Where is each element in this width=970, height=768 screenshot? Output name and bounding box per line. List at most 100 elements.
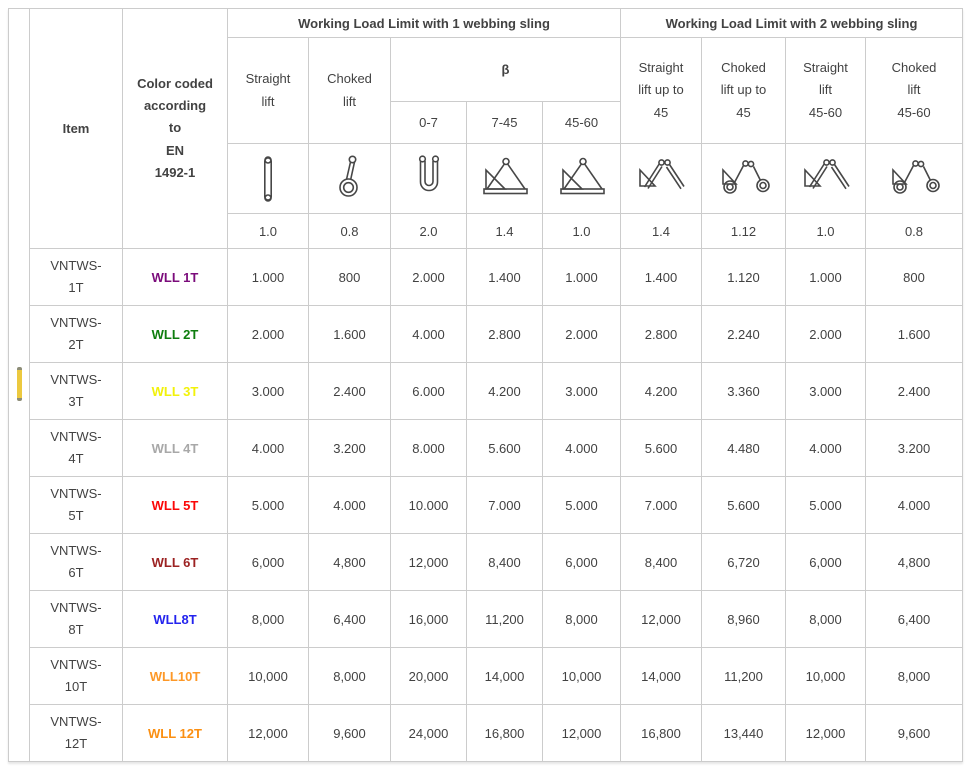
value-cell: 4.000 — [785, 419, 866, 477]
value-cell: 10.000 — [390, 476, 467, 534]
value-cell: 6,400 — [865, 590, 963, 648]
item-cell: VNTWS- 2T — [29, 305, 123, 363]
item-cell: VNTWS- 4T — [29, 419, 123, 477]
table-row: VNTWS- 6T WLL 6T 6,000 4,800 12,000 8,400 6,00… — [9, 533, 963, 591]
wll-color-code: WLL 3T — [122, 362, 228, 420]
value-cell: 4.000 — [308, 476, 391, 534]
table-row: VNTWS- 10T WLL10T 10,000 8,000 20,000 14,000 1… — [9, 647, 963, 705]
value-cell: 12,000 — [227, 704, 309, 762]
value-cell: 1.000 — [227, 248, 309, 306]
choked-up-to-45-header: Choked lift up to 45 — [701, 37, 786, 144]
value-cell: 12,000 — [620, 590, 702, 648]
value-cell: 8,000 — [542, 590, 621, 648]
value-cell: 4,800 — [865, 533, 963, 591]
wll-color-code: WLL 2T — [122, 305, 228, 363]
value-cell: 10,000 — [227, 647, 309, 705]
two-leg-choked-45-60-icon — [892, 159, 940, 194]
wll-color-code: WLL 4T — [122, 419, 228, 477]
straight-up-to-45-header: Straight lift up to 45 — [620, 37, 702, 144]
value-cell: 4,800 — [308, 533, 391, 591]
factor-cell: 1.4 — [466, 213, 543, 249]
item-cell: VNTWS- 5T — [29, 476, 123, 534]
value-cell: 5.600 — [620, 419, 702, 477]
value-cell: 16,800 — [620, 704, 702, 762]
value-cell: 9,600 — [865, 704, 963, 762]
value-cell: 2.400 — [865, 362, 963, 420]
table-row: VNTWS- 4T WLL 4T 4.000 3.200 8.000 5.600 4.000… — [9, 419, 963, 477]
value-cell: 6,000 — [542, 533, 621, 591]
item-cell: VNTWS- 8T — [29, 590, 123, 648]
value-cell: 12,000 — [390, 533, 467, 591]
gutter-highlight-marker — [17, 367, 22, 401]
two-leg-straight-45-60-icon — [803, 158, 850, 190]
value-cell: 5.600 — [466, 419, 543, 477]
wll-color-code: WLL 12T — [122, 704, 228, 762]
value-cell: 1.600 — [308, 305, 391, 363]
value-cell: 2.000 — [785, 305, 866, 363]
table-row: VNTWS- 1T WLL 1T 1.000 800 2.000 1.400 1.000 1.… — [9, 248, 963, 306]
choked-45-60-header: Choked lift 45-60 — [865, 37, 963, 144]
angle-range-row: 0-7 7-45 45-60 — [9, 101, 963, 144]
value-cell: 8,960 — [701, 590, 786, 648]
value-cell: 8,000 — [785, 590, 866, 648]
value-cell: 8,400 — [620, 533, 702, 591]
value-cell: 2.800 — [620, 305, 702, 363]
item-cell: VNTWS- 6T — [29, 533, 123, 591]
wll-color-code: WLL8T — [122, 590, 228, 648]
group-header-row: Item Color coded according to EN 1492-1 … — [8, 8, 963, 762]
value-cell: 2.000 — [390, 248, 467, 306]
value-cell: 20,000 — [390, 647, 467, 705]
value-cell: 6,720 — [701, 533, 786, 591]
value-cell: 2.800 — [466, 305, 543, 363]
factor-cell: 2.0 — [390, 213, 467, 249]
value-cell: 2.000 — [542, 305, 621, 363]
group-title-two-sling: Working Load Limit with 2 webbing sling — [620, 8, 963, 38]
wll-color-code: WLL 6T — [122, 533, 228, 591]
value-cell: 12,000 — [542, 704, 621, 762]
value-cell: 13,440 — [701, 704, 786, 762]
value-cell: 2.400 — [308, 362, 391, 420]
value-cell: 16,000 — [390, 590, 467, 648]
two-leg-straight-icon — [639, 158, 685, 190]
wll-color-code: WLL 1T — [122, 248, 228, 306]
value-cell: 24,000 — [390, 704, 467, 762]
table-row: VNTWS- 8T WLL8T 8,000 6,400 16,000 11,200 8,00… — [9, 590, 963, 648]
value-cell: 3.000 — [542, 362, 621, 420]
factor-cell: 1.4 — [620, 213, 702, 249]
value-cell: 4.480 — [701, 419, 786, 477]
straight-lift-sling-icon — [263, 155, 273, 202]
load-factor-row: 1.0 0.8 2.0 1.4 1.0 1.4 1.12 1.0 0.8 — [9, 213, 963, 249]
factor-cell: 1.12 — [701, 213, 786, 249]
angled-basket-45-60-icon — [559, 157, 605, 194]
value-cell: 4.000 — [390, 305, 467, 363]
value-cell: 11,200 — [701, 647, 786, 705]
value-cell: 3.360 — [701, 362, 786, 420]
value-cell: 3.000 — [785, 362, 866, 420]
factor-cell: 0.8 — [308, 213, 391, 249]
item-cell: VNTWS- 12T — [29, 704, 123, 762]
value-cell: 800 — [865, 248, 963, 306]
color-code-column-header: Color coded according to EN 1492-1 — [122, 8, 228, 249]
sling-spec-page: Item Color coded according to EN 1492-1 … — [8, 8, 963, 762]
value-cell: 12,000 — [785, 704, 866, 762]
choked-lift-sling-icon — [338, 155, 358, 197]
value-cell: 11,200 — [466, 590, 543, 648]
item-column-header: Item — [29, 8, 123, 249]
table-row: VNTWS- 3T WLL 3T 3.000 2.400 6.000 4.200 3.000… — [9, 362, 963, 420]
value-cell: 1.400 — [466, 248, 543, 306]
value-cell: 800 — [308, 248, 391, 306]
value-cell: 16,800 — [466, 704, 543, 762]
two-leg-choked-icon — [721, 159, 770, 194]
value-cell: 5.000 — [227, 476, 309, 534]
value-cell: 4.000 — [227, 419, 309, 477]
angle-45-60: 45-60 — [542, 101, 621, 144]
value-cell: 6,400 — [308, 590, 391, 648]
straight-45-60-header: Straight lift 45-60 — [785, 37, 866, 144]
value-cell: 2.000 — [227, 305, 309, 363]
sub-header-row: Straight lift Choked lift β Straight lif… — [9, 37, 963, 144]
value-cell: 4.000 — [865, 476, 963, 534]
table-row: VNTWS- 5T WLL 5T 5.000 4.000 10.000 7.000 5.00… — [9, 476, 963, 534]
value-cell: 10,000 — [542, 647, 621, 705]
angle-0-7: 0-7 — [390, 101, 467, 144]
value-cell: 14,000 — [620, 647, 702, 705]
